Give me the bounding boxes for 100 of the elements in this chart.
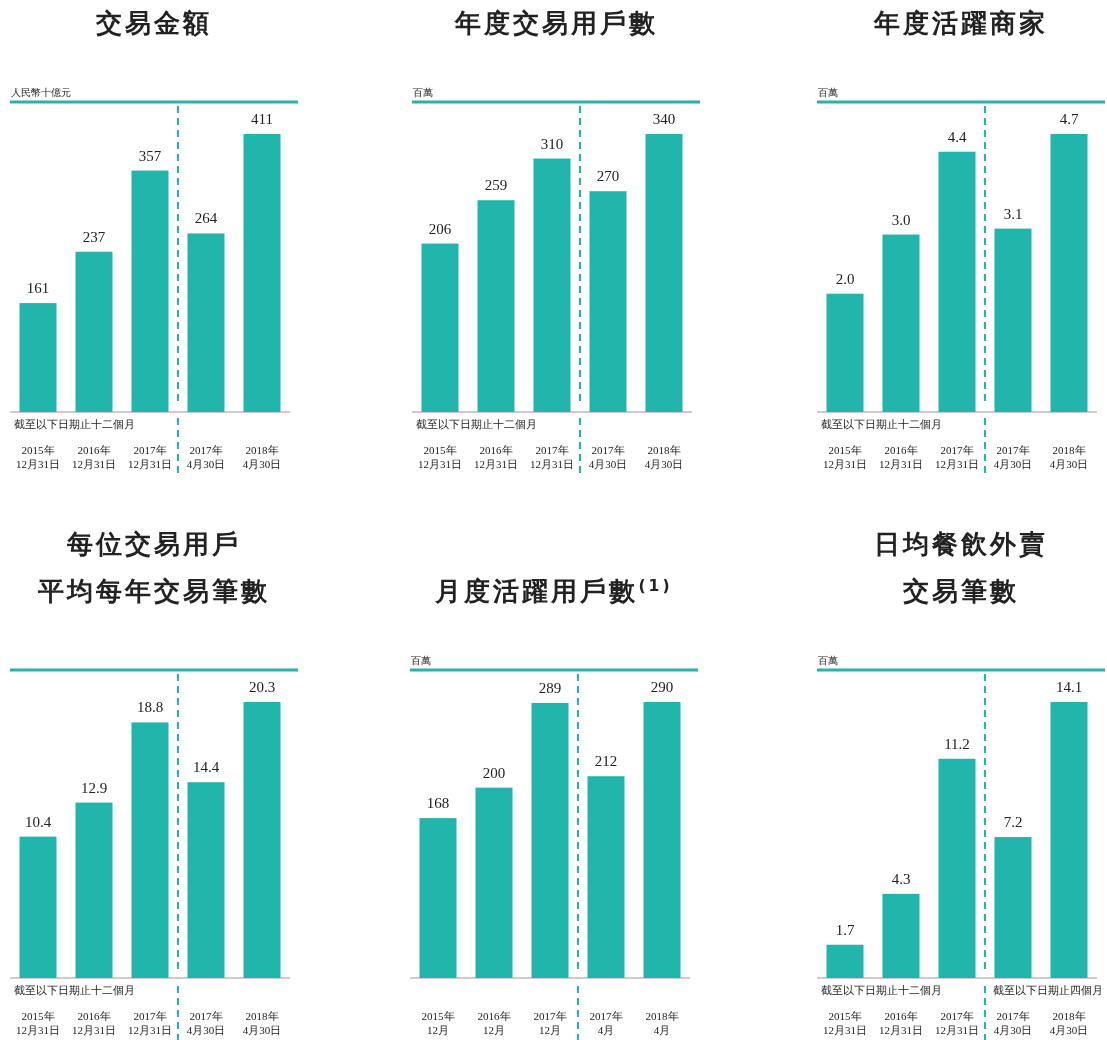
chart-title: 月度活躍用戶數$^{(1)}$ [434,576,673,606]
chart-title: 交易金額 [95,8,212,38]
x-tick-label: 2016年 12月 [477,1010,511,1036]
x-tick-label: 2018年 4月30日 [1049,444,1089,470]
x-tick-label: 2015年 12月31日 [823,1010,867,1036]
x-tick-label: 2017年 4月 [589,1010,623,1036]
data-label: 3.0 [891,211,911,228]
bar [75,251,113,412]
chart-title: 每位交易用戶 [66,529,241,559]
data-label: 4.7 [1059,111,1079,127]
bar [882,234,920,412]
bar [882,893,920,978]
text: 截至以下日期止十二個月 [416,418,537,430]
data-label: 4.4 [947,128,967,145]
bar [243,134,281,412]
bar [645,134,683,412]
text: 截至以下日期止十二個月 [821,418,942,430]
x-tick-label: 2016年 12月31日 [879,1010,923,1036]
chart-subtitle: 交易筆數 [902,576,1019,606]
chart-title: 年度交易用戶數 [453,8,658,38]
data-label: 10.4 [24,813,52,830]
x-tick-label: 2015年 12月31日 [823,444,867,470]
bar [826,944,864,978]
x-tick-label: 2017年 12月31日 [530,444,574,470]
data-label: 14.4 [192,759,220,776]
bar [589,191,627,412]
text: 截至以下日期止十二個月 [821,984,942,996]
chart-title: 年度活躍商家 [873,8,1048,38]
bar [994,837,1032,978]
data-label: 200 [482,764,506,781]
bar [826,293,864,412]
bar [1050,134,1088,412]
x-tick-label: 2018年 4月30日 [1049,1010,1089,1036]
bar [938,758,976,978]
bar [475,787,513,978]
chart-title: 日均餐飲外賣 [874,529,1048,559]
data-label: 168 [426,795,450,812]
bar [421,243,459,412]
x-tick-label: 2017年 4月30日 [993,444,1033,470]
bar [531,702,569,978]
data-label: 237 [82,228,106,245]
data-label: 11.2 [944,735,970,752]
text: 截至以下日期止四個月 [993,984,1103,996]
x-tick-label: 2018年 4月30日 [242,1010,282,1036]
data-label: 290 [650,679,674,695]
data-label: 259 [484,177,508,194]
data-label: 14.1 [1055,679,1083,695]
bar [75,802,113,978]
text: 截至以下日期止十二個月 [14,418,135,430]
bar [477,200,515,412]
x-tick-label: 2016年 12月31日 [474,444,518,470]
x-tick-label: 2017年 12月31日 [128,1010,172,1036]
x-tick-label: 2017年 12月31日 [935,444,979,470]
data-label: 2.0 [835,270,855,287]
data-label: 289 [538,679,562,696]
text: 截至以下日期止十二個月 [14,984,135,996]
data-label: 12.9 [80,779,108,796]
data-label: 270 [596,168,620,185]
x-tick-label: 2015年 12月 [421,1010,455,1036]
bar [1050,702,1088,978]
data-label: 212 [594,753,618,770]
data-label: 18.8 [136,699,164,716]
x-tick-label: 2015年 12月31日 [16,1010,60,1036]
x-tick-label: 2017年 12月31日 [935,1010,979,1036]
data-label: 264 [194,210,218,227]
data-label: 206 [428,220,452,237]
bar [131,722,169,978]
bar [19,303,57,412]
bar [187,782,225,978]
x-tick-label: 2017年 12月31日 [128,444,172,470]
data-label: 411 [251,111,273,127]
bar [533,158,571,412]
bar [587,776,625,978]
data-label: 7.2 [1003,814,1023,831]
bar [19,836,57,978]
y-axis-title: 百萬 [413,87,433,98]
x-tick-label: 2016年 12月31日 [72,444,116,470]
data-label: 161 [26,280,50,297]
data-label: 20.3 [248,679,276,695]
x-tick-label: 2017年 4月30日 [186,444,226,470]
y-axis-title: 百萬 [411,655,431,666]
data-label: 1.7 [835,921,855,938]
x-tick-label: 2017年 4月30日 [993,1010,1033,1036]
y-axis-title: 百萬 [818,655,838,666]
x-tick-label: 2018年 4月 [645,1010,679,1036]
x-tick-label: 2016年 12月31日 [879,444,923,470]
data-label: 340 [652,111,676,127]
y-axis-title: 百萬 [818,87,838,98]
bar [187,233,225,412]
x-tick-label: 2015年 12月31日 [16,444,60,470]
bar [243,702,281,978]
x-tick-label: 2017年 4月30日 [588,444,628,470]
x-tick-label: 2018年 4月30日 [242,444,282,470]
data-label: 3.1 [1003,205,1023,222]
data-label: 310 [540,135,564,152]
chart-subtitle: 平均每年交易筆數 [37,576,270,606]
y-axis-title: 人民幣十億元 [11,87,71,98]
bar [419,818,457,978]
data-label: 357 [138,147,162,164]
bar [643,702,681,978]
